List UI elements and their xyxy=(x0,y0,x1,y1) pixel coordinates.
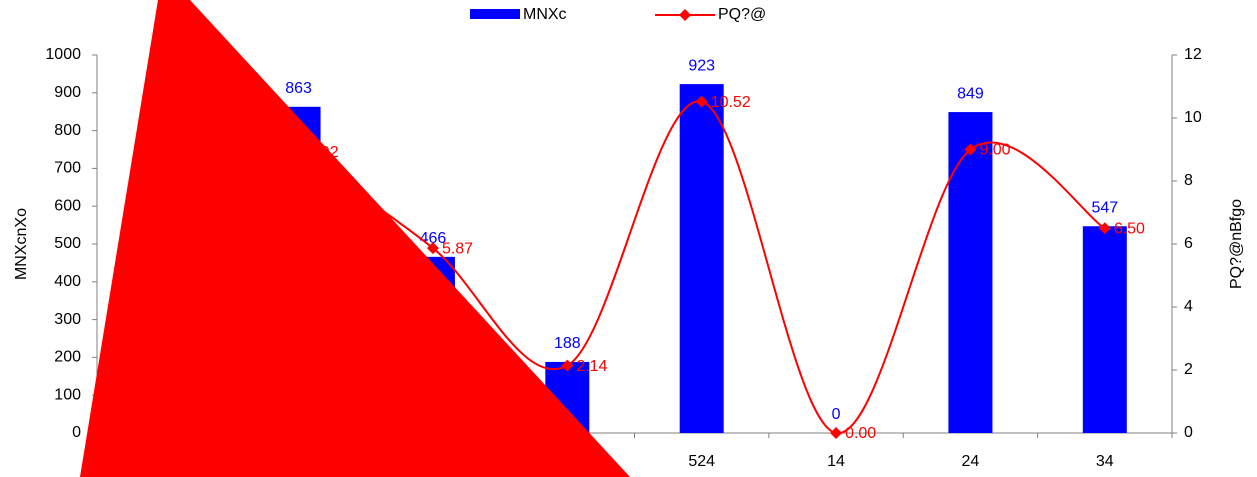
y2-tick-label: 6 xyxy=(1184,235,1193,252)
x-tick-label: 24 xyxy=(962,453,980,470)
y2-tick-label: 8 xyxy=(1184,172,1193,189)
y-tick-label: 300 xyxy=(54,311,81,328)
bar-value-label: 0 xyxy=(832,406,841,423)
y-axis-title: MNXcnXo xyxy=(13,208,30,280)
y-tick-label: 1000 xyxy=(45,46,81,63)
bar xyxy=(1082,226,1127,433)
y-tick-label: 0 xyxy=(72,424,81,441)
line-value-label: 6.50 xyxy=(1114,220,1145,237)
y-tick-label: 800 xyxy=(54,122,81,139)
line-marker xyxy=(426,242,439,255)
legend-label: PQ?@ xyxy=(718,6,766,23)
line-marker xyxy=(964,143,977,156)
x-tick-label: 14 xyxy=(827,453,845,470)
bar-value-label: 547 xyxy=(1091,199,1118,216)
y-tick-label: 100 xyxy=(54,386,81,403)
x-tick-label: 34 xyxy=(1096,453,1114,470)
bar-value-label: 849 xyxy=(957,85,984,102)
occluder xyxy=(80,0,630,477)
line-marker xyxy=(561,359,574,372)
line-marker xyxy=(830,427,843,439)
line-value-label: 5.87 xyxy=(442,240,473,257)
line-marker xyxy=(695,95,708,108)
line-value-label: 2.14 xyxy=(576,358,607,375)
y2-tick-label: 12 xyxy=(1184,46,1202,63)
bar-value-label: 923 xyxy=(688,57,715,74)
y2-axis-title: PQ?@nBfgo xyxy=(1228,199,1245,289)
y-tick-label: 200 xyxy=(54,349,81,366)
legend-swatch xyxy=(470,9,520,19)
y2-tick-label: 2 xyxy=(1184,361,1193,378)
y-tick-label: 600 xyxy=(54,197,81,214)
bar xyxy=(948,112,993,433)
legend-label: MNXc xyxy=(523,6,567,23)
legend-swatch xyxy=(679,9,691,21)
line-value-label: 9.00 xyxy=(979,142,1010,159)
line-value-label: 0.00 xyxy=(845,425,876,442)
y2-tick-label: 10 xyxy=(1184,109,1202,126)
bar-value-label: 188 xyxy=(554,335,581,352)
line-marker xyxy=(1098,222,1111,235)
y-tick-label: 700 xyxy=(54,160,81,177)
y2-tick-label: 4 xyxy=(1184,298,1193,315)
y-tick-label: 400 xyxy=(54,273,81,290)
bar-value-label: 863 xyxy=(285,80,312,97)
x-tick-label: 524 xyxy=(688,453,715,470)
line xyxy=(297,100,1106,435)
line-value-label: 10.52 xyxy=(711,94,751,111)
bar xyxy=(679,84,724,433)
y-tick-label: 500 xyxy=(54,235,81,252)
y-tick-label: 900 xyxy=(54,84,81,101)
y2-tick-label: 0 xyxy=(1184,424,1193,441)
